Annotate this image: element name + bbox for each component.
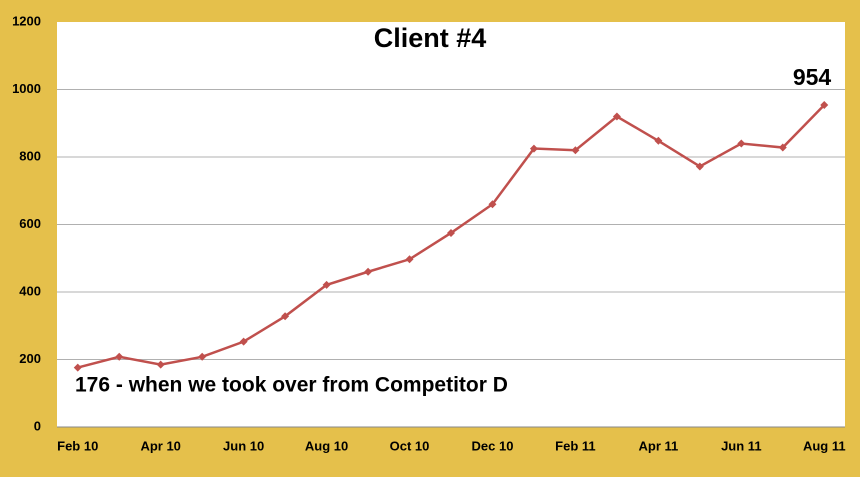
marks — [73, 101, 829, 372]
data-point — [447, 228, 455, 237]
x-tick-label: Oct 10 — [390, 438, 430, 453]
data-point — [364, 267, 373, 276]
x-tick-label: Aug 10 — [305, 438, 348, 453]
data-point — [405, 255, 414, 264]
x-tick-label: Feb 11 — [555, 438, 595, 453]
data-point — [695, 162, 704, 171]
data-point — [73, 363, 82, 372]
data-point — [115, 352, 124, 361]
y-tick-label: 400 — [19, 283, 41, 298]
y-tick-label: 200 — [19, 351, 41, 366]
data-point — [820, 101, 829, 110]
x-tick-label: Jun 11 — [721, 438, 761, 453]
data-point — [198, 352, 207, 361]
x-tick-label: Jun 10 — [223, 438, 264, 453]
chart-title: Client #4 — [374, 23, 487, 53]
x-tick-label: Aug 11 — [803, 438, 846, 453]
data-point — [612, 112, 621, 121]
x-tick-label: Apr 11 — [638, 438, 678, 453]
data-point — [322, 280, 331, 289]
data-point — [571, 146, 580, 155]
annotation: 954 — [793, 64, 832, 90]
data-point — [778, 143, 787, 152]
y-tick-label: 1000 — [12, 81, 41, 96]
y-tick-label: 1200 — [12, 13, 41, 28]
annotation: 176 - when we took over from Competitor … — [75, 374, 508, 397]
data-point — [281, 312, 290, 321]
y-tick-label: 0 — [34, 418, 41, 433]
data-point — [488, 200, 497, 209]
data-point — [529, 144, 538, 153]
data-point — [156, 360, 165, 369]
data-point — [239, 337, 248, 346]
data-point — [654, 136, 663, 145]
x-tick-label: Apr 10 — [140, 438, 180, 453]
y-tick-label: 600 — [19, 216, 41, 231]
data-point — [737, 139, 746, 148]
y-tick-label: 800 — [19, 148, 41, 163]
x-tick-label: Feb 10 — [57, 438, 98, 453]
x-tick-label: Dec 10 — [472, 438, 514, 453]
